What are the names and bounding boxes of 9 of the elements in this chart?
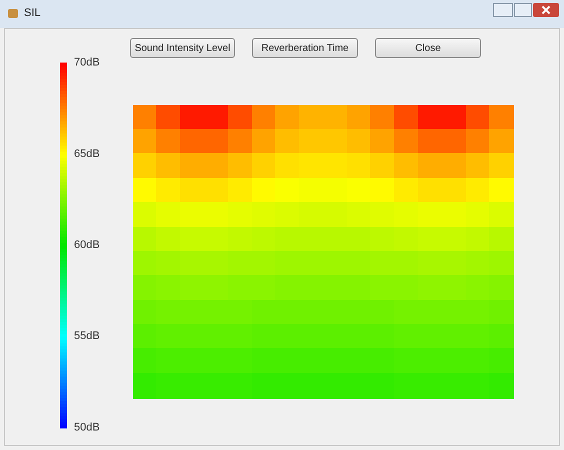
text: Reverberation Time	[252, 38, 358, 58]
color-bar-label: 60dB	[74, 239, 100, 252]
text: SIL	[24, 7, 41, 19]
color-bar-label: 65dB	[74, 148, 100, 160]
color-bar-label: 70dB	[74, 56, 100, 69]
text: Sound Intensity Level	[130, 38, 235, 58]
color-bar-label: 50dB	[74, 421, 100, 434]
text: Close	[375, 38, 481, 58]
color-bar-label: 55dB	[74, 330, 100, 342]
